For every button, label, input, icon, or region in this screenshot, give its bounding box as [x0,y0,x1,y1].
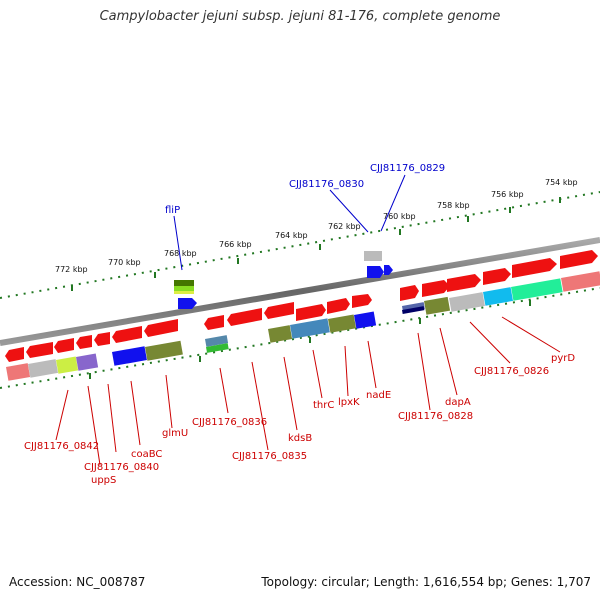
gene-arrows-left [5,302,294,362]
scale-label-756: 756 kbp [491,190,524,199]
scale-label-754: 754 kbp [545,178,578,187]
scale-label-770: 770 kbp [108,258,141,267]
label-coabc: coaBC [131,449,162,460]
label-cjj0836: CJJ81176_0836 [192,417,267,428]
label-cjj0828: CJJ81176_0828 [398,411,473,422]
blue-leader-lines [173,174,406,271]
outer-scale-track [0,191,600,299]
label-cjj0835: CJJ81176_0835 [232,451,307,462]
scale-label-772: 772 kbp [55,265,88,274]
scale-label-766: 766 kbp [219,240,252,249]
scale-label-760: 760 kbp [383,212,416,221]
gene-arrows-right [296,250,598,321]
scale-label-768: 768 kbp [164,249,197,258]
map-title: Campylobacter jejuni subsp. jejuni 81-17… [99,9,501,24]
label-cjj0829: CJJ81176_0829 [370,163,445,174]
scale-label-764: 764 kbp [275,231,308,240]
cjj0829-gene-block [364,251,393,278]
flip-gene-block [174,280,197,309]
scale-label-762: 762 kbp [328,222,361,231]
label-leader-lines [55,316,561,466]
label-cjj0842: CJJ81176_0842 [24,441,99,452]
label-nade: nadE [366,390,391,401]
accession-text: Accession: NC_008787 [9,575,146,589]
label-pyrd: pyrD [551,353,575,364]
inner-scale-track [0,287,600,389]
label-dapa: dapA [445,397,471,408]
label-lpxk: lpxK [338,397,360,408]
inner-scale-ticks [89,300,531,379]
annotation-bars [5,271,600,381]
label-cjj0826: CJJ81176_0826 [474,366,549,377]
label-cjj0830: CJJ81176_0830 [289,179,364,190]
outer-scale-ticks [71,197,561,291]
label-upps: uppS [91,475,116,486]
genome-backbone [0,237,600,346]
label-glmu: glmU [162,428,188,439]
label-kdsb: kdsB [288,433,312,444]
label-thrc: thrC [313,400,334,411]
label-cjj0840: CJJ81176_0840 [84,462,159,473]
label-flip: fliP [165,205,180,216]
topology-text: Topology: circular; Length: 1,616,554 bp… [261,575,591,589]
scale-label-758: 758 kbp [437,201,470,210]
